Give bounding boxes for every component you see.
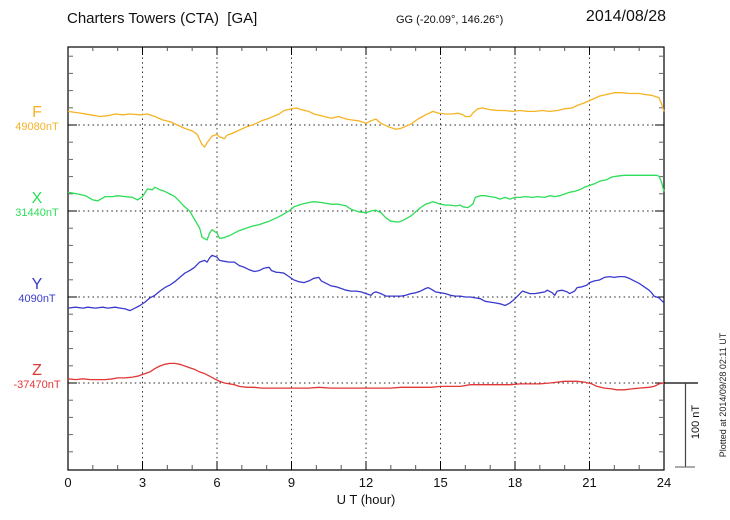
x-tick-label: 0 (64, 475, 72, 490)
baseline-value-x: 31440nT (15, 207, 59, 219)
scalebar-label: 100 nT (690, 404, 702, 440)
baseline-value-z: -37470nT (13, 379, 61, 391)
observation-date: 2014/08/28 (585, 8, 666, 25)
geographic-coordinates: GG (-20.09°, 146.26°) (396, 14, 504, 26)
x-tick-label: 9 (287, 475, 296, 490)
x-tick-label: 12 (358, 475, 374, 490)
x-tick-label: 6 (213, 475, 221, 490)
component-letter-f: F (32, 104, 42, 121)
baseline-value-f: 49080nT (15, 121, 59, 133)
baseline-value-y: 4090nT (18, 293, 56, 305)
x-tick-label: 15 (433, 475, 448, 490)
x-tick-label: 18 (507, 475, 523, 490)
component-letter-x: X (31, 190, 43, 207)
series-label-x: X 31440nT (8, 190, 66, 220)
x-axis-title: U T (hour) (336, 492, 396, 507)
component-letter-y: Y (31, 276, 43, 293)
station-title: Charters Towers (CTA) [GA] (67, 10, 258, 27)
component-letter-z: Z (32, 362, 42, 379)
trace-x (67, 174, 665, 241)
x-tick-label: 21 (582, 475, 597, 490)
trace-y (67, 254, 665, 312)
plot-timestamp-note: Plotted at 2014/09/28 02:11 UT (718, 332, 728, 458)
x-tick-label: 24 (656, 475, 672, 490)
trace-f (67, 92, 665, 148)
series-label-f: F 49080nT (8, 104, 66, 134)
trace-z (67, 362, 665, 391)
x-tick-label: 3 (138, 475, 147, 490)
series-label-z: Z -37470nT (8, 362, 66, 392)
series-label-y: Y 4090nT (8, 276, 66, 306)
